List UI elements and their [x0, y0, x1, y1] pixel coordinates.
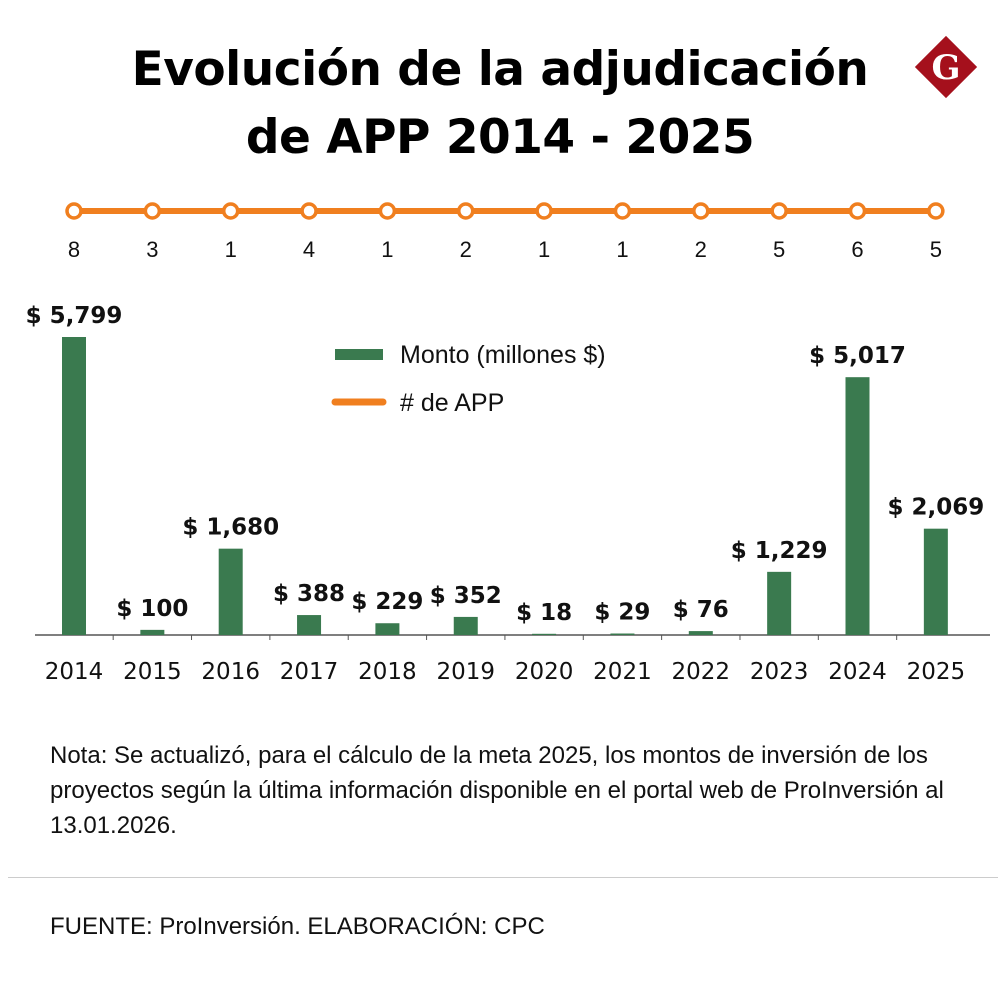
x-tick-label: 2022 — [672, 659, 731, 685]
source-text: FUENTE: ProInversión. ELABORACIÓN: CPC — [50, 913, 545, 940]
app-count-marker — [927, 202, 945, 220]
x-tick-label: 2017 — [280, 659, 339, 685]
x-tick-label: 2016 — [201, 659, 260, 685]
bar-value-label: $ 388 — [273, 581, 345, 607]
bar-value-label: $ 29 — [594, 600, 650, 626]
x-tick-label: 2020 — [515, 659, 574, 685]
bar-value-label: $ 76 — [673, 597, 729, 623]
chart-title-line2: de APP 2014 - 2025 — [245, 110, 755, 165]
bar-value-label: $ 5,799 — [26, 303, 123, 329]
app-count-label: 4 — [303, 237, 315, 262]
app-count-marker — [143, 202, 162, 220]
app-count-label: 3 — [146, 237, 158, 262]
app-count-marker — [848, 202, 867, 220]
x-tick-label: 2023 — [750, 659, 809, 685]
app-count-marker — [221, 202, 240, 220]
app-count-marker — [770, 202, 788, 220]
bar-value-label: $ 18 — [516, 600, 572, 626]
legend-label-monto: Monto (millones $) — [400, 341, 606, 369]
legend-label-app: # de APP — [400, 389, 504, 417]
bar-2025 — [923, 528, 948, 635]
app-count-label: 1 — [616, 237, 628, 262]
app-count-label: 1 — [225, 237, 237, 262]
x-tick-label: 2014 — [45, 659, 104, 685]
logo-g-icon: G — [914, 35, 978, 99]
app-count-label: 8 — [68, 237, 80, 262]
x-tick-label: 2018 — [358, 659, 417, 685]
bar-value-label: $ 2,069 — [887, 495, 984, 521]
app-count-label: 5 — [773, 237, 785, 262]
bar-value-label: $ 352 — [430, 583, 502, 609]
bar-2021 — [610, 633, 635, 635]
app-count-marker — [65, 202, 83, 220]
note-text: Nota: Se actualizó, para el cálculo de l… — [50, 742, 944, 839]
chart-title-line1: Evolución de la adjudicación — [131, 42, 869, 97]
x-tick-label: 2025 — [907, 659, 966, 685]
app-count-marker — [613, 202, 632, 220]
x-tick-label: 2019 — [436, 659, 495, 685]
app-count-label: 2 — [460, 237, 472, 262]
app-count-marker — [378, 202, 397, 220]
bar-2022 — [688, 631, 713, 635]
bar-2016 — [218, 548, 243, 635]
app-count-label: 6 — [851, 237, 863, 262]
app-count-marker — [692, 202, 710, 220]
bar-2015 — [140, 629, 165, 635]
legend-swatch-monto — [335, 349, 383, 360]
app-count-label: 5 — [930, 237, 942, 262]
app-count-label: 2 — [695, 237, 707, 262]
bar-value-label: $ 100 — [116, 596, 188, 622]
chart-canvas: 8 3 1 4 1 2 1 1 2 5 6 5 $ 5,799 2014 $ 100 2015 $ 1,680 2… — [26, 202, 990, 685]
bar-value-label: $ 1,680 — [182, 515, 279, 541]
x-tick-label: 2015 — [123, 659, 182, 685]
x-tick-label: 2024 — [828, 659, 887, 685]
bar-value-label: $ 5,017 — [809, 343, 906, 369]
app-count-marker — [535, 202, 553, 220]
bar-value-label: $ 1,229 — [731, 538, 828, 564]
bar-2023 — [767, 571, 792, 635]
bar-value-label: $ 229 — [351, 589, 423, 615]
bar-2017 — [297, 615, 322, 635]
bar-2024 — [845, 377, 870, 635]
bar-2020 — [532, 633, 557, 635]
bar-2018 — [375, 623, 400, 635]
app-count-label: 1 — [538, 237, 550, 262]
app-count-label: 1 — [381, 237, 393, 262]
app-count-marker — [457, 202, 475, 220]
bar-2019 — [453, 616, 478, 635]
divider — [8, 877, 998, 878]
svg-text:G: G — [931, 48, 960, 88]
bar-2014 — [62, 337, 86, 635]
x-tick-label: 2021 — [593, 659, 652, 685]
app-count-marker — [300, 202, 318, 220]
